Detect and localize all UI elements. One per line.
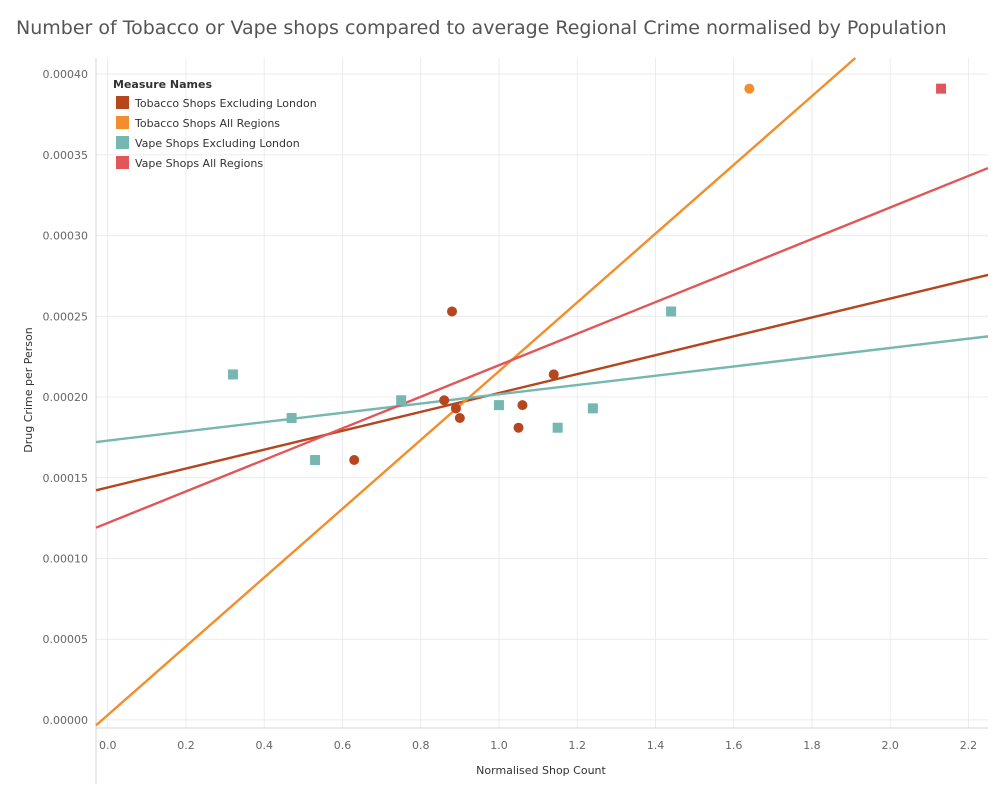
data-point-square [286, 413, 297, 424]
x-tick-label: 0.2 [177, 739, 195, 752]
data-point-square [587, 403, 598, 414]
data-point-circle [450, 403, 461, 414]
x-axis-title: Normalised Shop Count [476, 764, 606, 777]
legend-swatch [116, 136, 129, 149]
grid-lines [96, 58, 988, 728]
x-tick-label: 2.0 [881, 739, 899, 752]
trend-line-2 [95, 57, 857, 727]
data-point-circle [513, 422, 524, 433]
data-point-circle [517, 400, 528, 411]
legend-label: Tobacco Shops Excluding London [134, 97, 317, 110]
legend-label: Tobacco Shops All Regions [134, 117, 280, 130]
data-point-circle [548, 369, 559, 380]
y-tick-label: 0.00015 [43, 472, 89, 485]
legend: Measure Names Tobacco Shops Excluding Lo… [113, 78, 317, 170]
legend-label: Vape Shops All Regions [135, 157, 263, 170]
data-point-square [396, 395, 407, 406]
x-tick-label: 1.6 [725, 739, 743, 752]
x-tick-label: 0.8 [412, 739, 430, 752]
axes [95, 58, 988, 784]
data-point-square [310, 455, 321, 465]
data-point-square [936, 83, 947, 94]
legend-swatch [116, 96, 129, 109]
x-tick-label: 0.4 [255, 739, 273, 752]
legend-title: Measure Names [113, 78, 212, 91]
data-point-circle [439, 395, 450, 406]
x-tick-label: 1.2 [568, 739, 586, 752]
y-tick-label: 0.00005 [43, 633, 89, 646]
chart-title: Number of Tobacco or Vape shops compared… [16, 17, 947, 39]
data-points [227, 83, 947, 465]
data-point-circle [744, 83, 755, 94]
x-tick-label: 1.0 [490, 739, 508, 752]
y-tick-label: 0.00000 [43, 714, 89, 727]
trend-line-4 [95, 166, 989, 529]
y-tick-label: 0.00035 [43, 149, 89, 162]
y-tick-label: 0.00010 [43, 552, 89, 565]
trend-line-1 [95, 273, 989, 492]
x-tick-label: 2.2 [960, 739, 978, 752]
x-tick-label: 0.6 [334, 739, 352, 752]
data-point-square [666, 306, 677, 317]
y-tick-label: 0.00030 [43, 230, 89, 243]
tick-labels: 0.0 0.2 0.4 0.6 0.8 1.0 1.2 1.4 1.6 1.8 2.0 2.2 0.00… [43, 68, 978, 752]
legend-swatch [116, 156, 129, 169]
data-point-circle [349, 455, 360, 465]
data-point-square [552, 422, 563, 433]
y-tick-label: 0.00025 [43, 310, 89, 323]
x-tick-label: 1.8 [803, 739, 821, 752]
data-point-square [227, 369, 238, 380]
data-point-square [493, 400, 504, 411]
legend-label: Vape Shops Excluding London [135, 137, 300, 150]
x-tick-label: 0.0 [99, 739, 117, 752]
trend-line-3 [95, 335, 989, 444]
y-axis-title: Drug Crime per Person [22, 327, 35, 452]
data-point-circle [454, 413, 465, 424]
y-tick-label: 0.00020 [43, 391, 89, 404]
trend-lines [95, 57, 989, 727]
y-tick-label: 0.00040 [43, 68, 89, 81]
x-tick-label: 1.4 [647, 739, 665, 752]
legend-swatch [116, 116, 129, 129]
data-point-circle [447, 306, 458, 317]
